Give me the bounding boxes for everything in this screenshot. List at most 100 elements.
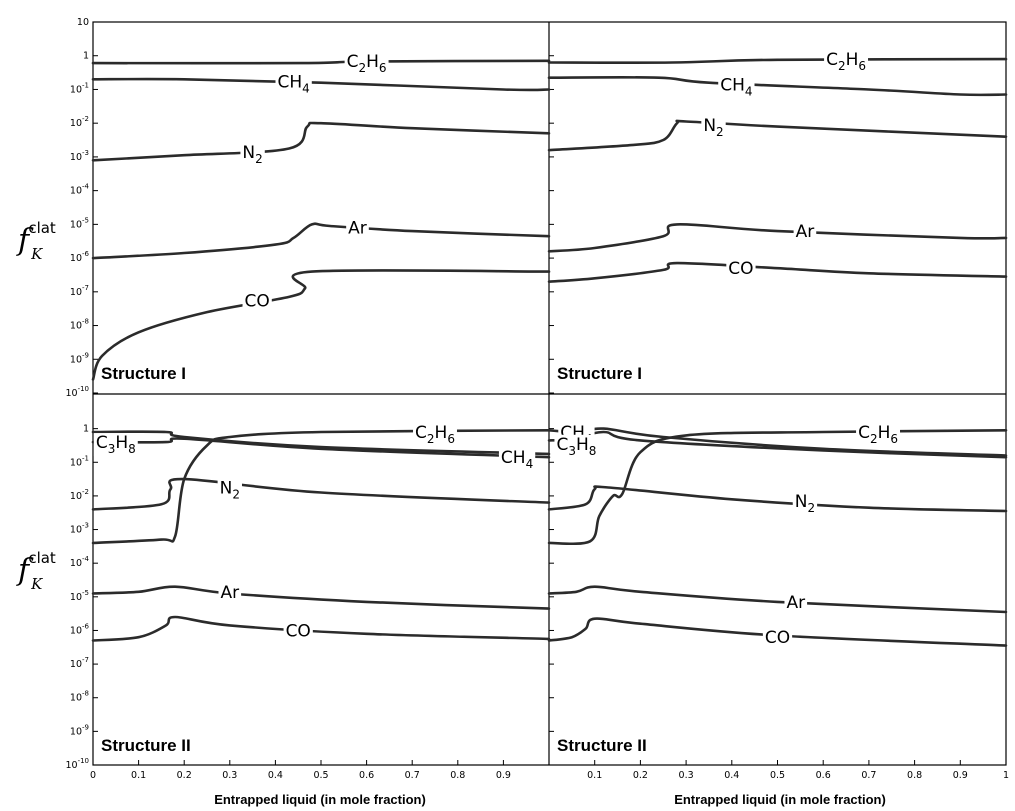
series-line-ch4-panel-3 — [91, 430, 551, 456]
curve-label-background — [718, 75, 755, 99]
y-axis-title-top: f Kclat — [16, 219, 56, 263]
x-tick-label: 0.2 — [633, 770, 648, 781]
y-tick-label: 10-6 — [70, 250, 90, 264]
series-line-co-panel-4 — [547, 617, 1008, 647]
x-axis-title-left: Entrapped liquid (in mole fraction) — [214, 792, 426, 807]
series-line-ch4-panel-1 — [91, 77, 551, 92]
curve-label-background — [498, 448, 536, 472]
x-tick-label: 0.9 — [496, 770, 511, 781]
y-tick-label: 10-10 — [65, 757, 89, 771]
curve-label-c2h6: C2H6 — [858, 423, 898, 446]
x-tick-label: 0.6 — [816, 770, 831, 781]
curve-label-ch4: CH4 — [277, 72, 309, 95]
curve-label-c2h6: C2H6 — [415, 423, 455, 446]
series-line-ar-panel-3 — [91, 585, 551, 610]
curves-layer — [91, 57, 1008, 647]
x-tick-label: 0.9 — [953, 770, 968, 781]
series-line-ch4-panel-2 — [547, 76, 1008, 97]
x-tick-label: 0.5 — [313, 770, 328, 781]
y-tick-label: 10-3 — [70, 522, 89, 536]
curve-label-background — [242, 291, 272, 312]
curve-label-co: CO — [728, 259, 753, 279]
series-line-n2-panel-1 — [91, 121, 551, 162]
y-tick-label: 10-1 — [70, 454, 89, 468]
y-tick-label: 10-9 — [70, 723, 89, 737]
y-tick-label: 10-7 — [70, 656, 89, 670]
curve-label-background — [762, 628, 793, 649]
y-tick-label: 10 — [77, 17, 89, 28]
curve-label-background — [413, 423, 457, 446]
x-tick-label: 0.4 — [724, 770, 739, 781]
structure-label: Structure II — [101, 736, 191, 755]
series-line-c2h6-panel-3 — [91, 429, 551, 545]
x-tick-label: 0.2 — [177, 770, 192, 781]
y-tick-label: 10-4 — [70, 555, 90, 569]
curve-label-n2: N2 — [242, 143, 262, 166]
series-line-co-panel-1 — [91, 269, 551, 381]
y-tick-label: 10-7 — [70, 284, 89, 298]
series-line-c2h6-panel-1 — [91, 59, 551, 65]
x-tick-label: 0.7 — [405, 770, 420, 781]
curve-label-c3h8: C3H8 — [556, 435, 596, 458]
curve-label-ar: Ar — [348, 219, 367, 239]
curve-label-background — [856, 423, 901, 446]
curve-label-background — [554, 434, 599, 458]
curve-label-background — [93, 433, 138, 457]
structure-label: Structure I — [101, 364, 186, 383]
curve-label-c3h8: C3H8 — [96, 433, 136, 456]
curve-label-background — [217, 478, 242, 502]
curve-label-background — [792, 491, 818, 515]
x-tick-label: 0.8 — [907, 770, 922, 781]
y-tick-label: 10-8 — [70, 318, 89, 332]
x-tick-label: 0.1 — [587, 770, 602, 781]
series-line-n2-panel-3 — [91, 477, 551, 511]
curve-label-background — [283, 621, 313, 642]
curve-label-background — [218, 582, 242, 603]
y-tick-label: 10-9 — [70, 351, 89, 365]
curve-label-n2: N2 — [795, 492, 815, 515]
series-line-ar-panel-1 — [91, 222, 551, 260]
series-line-n2-panel-2 — [547, 119, 1008, 152]
curve-label-ch4: CH4 — [720, 75, 752, 98]
curve-label-co: CO — [765, 628, 790, 648]
curve-label-n2: N2 — [703, 116, 723, 139]
series-line-co-panel-2 — [547, 261, 1008, 283]
y-tick-label: 10-4 — [70, 183, 90, 197]
curve-label-background — [344, 51, 389, 75]
x-tick-label: 0.6 — [359, 770, 374, 781]
curve-label-background — [793, 222, 817, 243]
y-tick-label: 10-2 — [70, 115, 89, 129]
y-tick-label: 10-10 — [65, 385, 89, 399]
y-tick-label: 10-2 — [70, 488, 89, 502]
curve-label-background — [240, 142, 265, 166]
x-axis-title-right: Entrapped liquid (in mole fraction) — [674, 792, 886, 807]
x-tick-label: 0 — [90, 770, 96, 781]
x-tick-label: 1 — [1003, 770, 1009, 781]
series-line-c2h6-panel-4 — [547, 429, 1008, 546]
curve-label-ar: Ar — [786, 593, 805, 613]
curve-label-background — [726, 259, 756, 280]
curve-label-background — [346, 218, 369, 239]
structure-label: Structure II — [557, 736, 647, 755]
series-line-c2h6-panel-2 — [547, 57, 1008, 64]
y-tick-label: 10-5 — [70, 589, 89, 603]
y-axis-title-bottom: f Kclat — [16, 549, 56, 593]
curve-label-c2h6: C2H6 — [347, 52, 387, 75]
curve-label-c2h6: C2H6 — [826, 50, 866, 73]
series-line-n2-panel-4 — [547, 485, 1008, 513]
curve-label-ar: Ar — [796, 222, 815, 242]
y-tick-label: 10-6 — [70, 622, 90, 636]
curve-label-ch4: CH4 — [501, 448, 533, 471]
curve-label-background — [275, 72, 312, 96]
curve-label-co: CO — [245, 291, 270, 311]
x-tick-label: 0.3 — [679, 770, 694, 781]
x-tick-label: 0.3 — [222, 770, 237, 781]
y-tick-label: 10-1 — [70, 81, 89, 95]
series-line-ar-panel-4 — [547, 585, 1008, 614]
y-tick-label: 10-5 — [70, 216, 89, 230]
x-tick-label: 0.7 — [861, 770, 876, 781]
series-line-co-panel-3 — [91, 615, 551, 642]
curve-label-n2: N2 — [220, 479, 240, 502]
x-tick-label: 0.5 — [770, 770, 785, 781]
